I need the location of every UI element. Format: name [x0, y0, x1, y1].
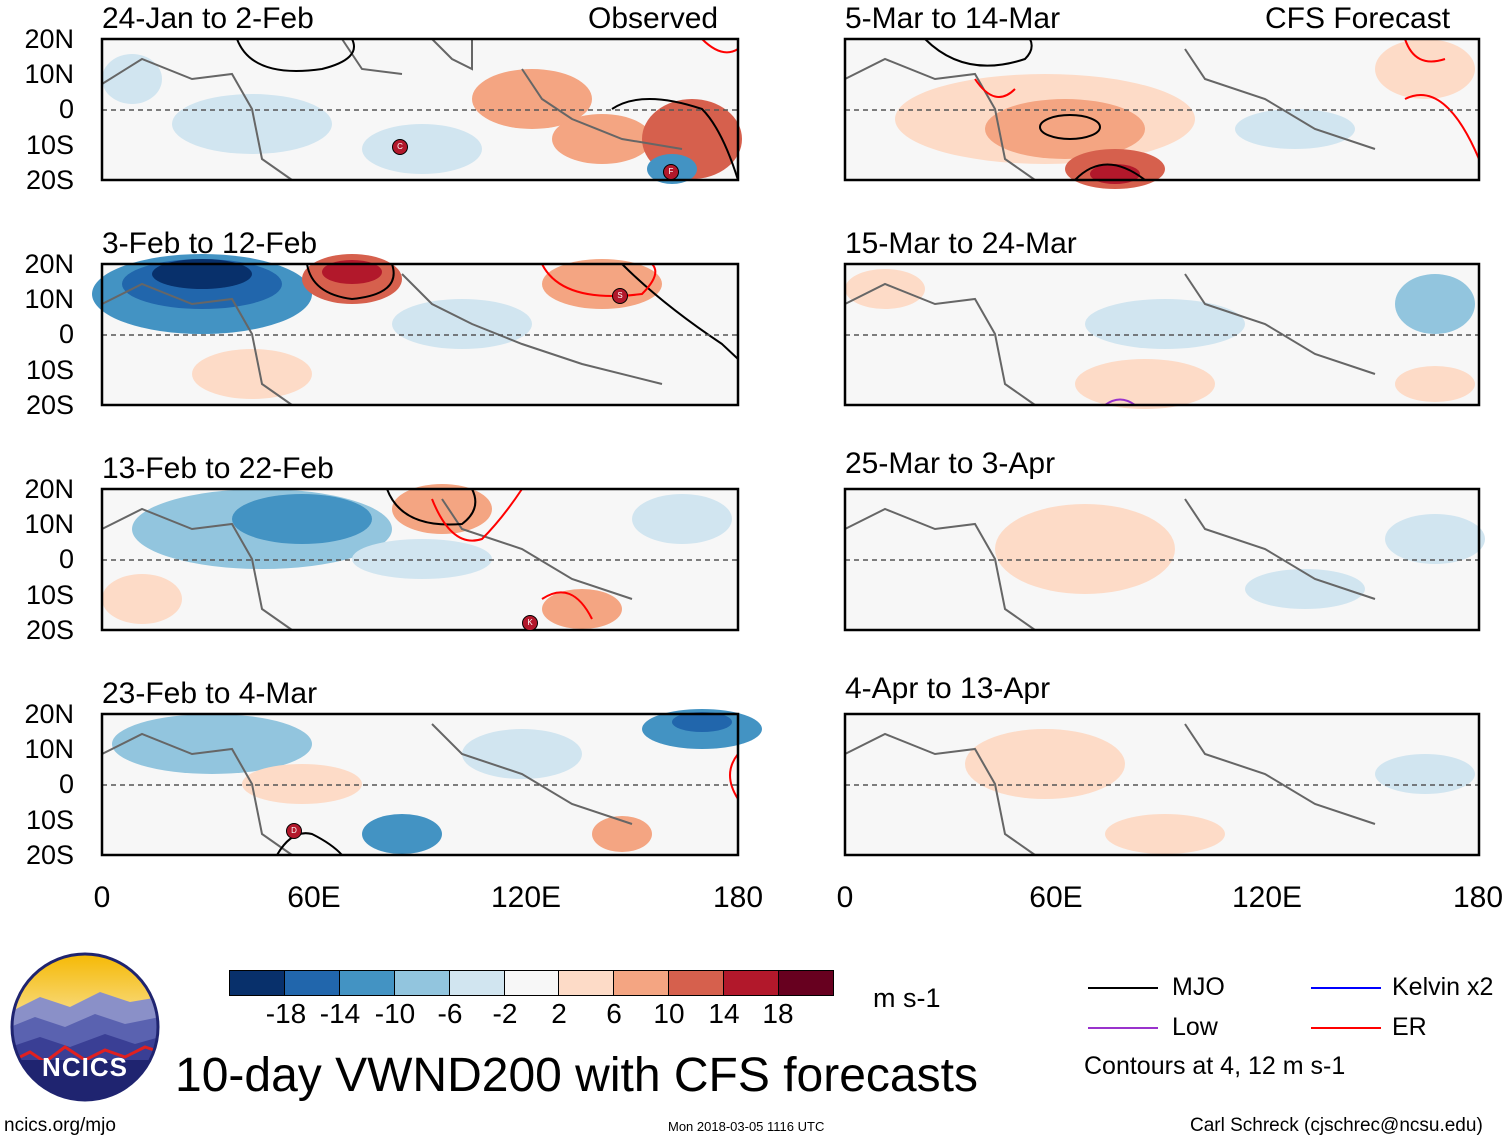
- lat-label: 0: [58, 769, 74, 799]
- logo-text: NCICS: [42, 1052, 128, 1082]
- main-title: 10-day VWND200 with CFS forecasts: [175, 1049, 978, 1102]
- colorbar-swatch: [614, 971, 670, 995]
- footer-url[interactable]: ncics.org/mjo: [4, 1115, 116, 1136]
- footer-timestamp: Mon 2018-03-05 1116 UTC: [668, 1119, 825, 1134]
- lat-label: 10S: [25, 355, 74, 385]
- lat-label: 10N: [24, 509, 74, 539]
- lat-label: 20S: [25, 840, 74, 870]
- colorbar-label: 14: [708, 998, 740, 1029]
- footer-author: Carl Schreck (cjschrec@ncsu.edu): [1190, 1115, 1483, 1136]
- lat-label: 10N: [24, 59, 74, 89]
- map-panel-8: [843, 712, 1481, 857]
- colorbar-label: 2: [551, 998, 567, 1029]
- lat-label: 20N: [24, 474, 74, 504]
- lon-label: 180: [1452, 881, 1504, 914]
- legend-label-er: ER: [1392, 1013, 1427, 1041]
- colorbar-swatch: [504, 971, 560, 995]
- panel-tag-observed: Observed: [588, 2, 719, 35]
- colorbar-swatch: [559, 971, 615, 995]
- lat-label: 10S: [25, 805, 74, 835]
- panel-title: 13-Feb to 22-Feb: [102, 452, 334, 485]
- lon-label: 120E: [1231, 881, 1303, 914]
- panel-tag-forecast: CFS Forecast: [1265, 2, 1451, 35]
- colorbar-swatch: [669, 971, 725, 995]
- map-panel-6: [843, 262, 1481, 409]
- legend-line-low: [1088, 1027, 1158, 1029]
- lat-label: 10N: [24, 734, 74, 764]
- colorbar-label: -6: [437, 998, 463, 1029]
- lat-label: 20S: [25, 165, 74, 195]
- colorbar-label: 18: [762, 998, 794, 1029]
- map-panel-7: [843, 487, 1485, 632]
- storm-marker-f: F: [663, 164, 679, 180]
- colorbar-swatch: [394, 971, 450, 995]
- colorbar-units: m s-1: [873, 983, 941, 1013]
- map-panel-4: [100, 709, 762, 857]
- lat-label: 20S: [25, 390, 74, 420]
- panel-title: 24-Jan to 2-Feb: [102, 2, 314, 35]
- legend-line-er: [1311, 1027, 1381, 1029]
- colorbar-swatch: [724, 971, 780, 995]
- lat-label: 0: [58, 544, 74, 574]
- lon-label: 60E: [287, 881, 341, 914]
- colorbar-label: -14: [319, 998, 361, 1029]
- legend-label-kelvin: Kelvin x2: [1392, 973, 1494, 1001]
- panel-title: 15-Mar to 24-Mar: [845, 227, 1077, 260]
- lat-label: 0: [58, 94, 74, 124]
- colorbar-label: 6: [606, 998, 622, 1029]
- colorbar: [229, 970, 834, 996]
- panel-title: 25-Mar to 3-Apr: [845, 447, 1056, 480]
- lat-label: 20N: [24, 249, 74, 279]
- panel-title: 4-Apr to 13-Apr: [845, 672, 1051, 705]
- lat-label: 10S: [25, 580, 74, 610]
- legend-note: Contours at 4, 12 m s-1: [1084, 1052, 1346, 1080]
- lon-label: 0: [836, 881, 854, 914]
- map-panel-2: [92, 254, 740, 407]
- lat-label: 10S: [25, 130, 74, 160]
- lat-label: 0: [58, 319, 74, 349]
- legend-line-mjo: [1088, 987, 1158, 989]
- colorbar-label: -2: [492, 998, 518, 1029]
- lon-label: 180: [712, 881, 764, 914]
- colorbar-swatch: [284, 971, 340, 995]
- legend-label-low: Low: [1172, 1013, 1218, 1041]
- storm-marker-s: S: [612, 288, 628, 304]
- legend-label-mjo: MJO: [1172, 973, 1225, 1001]
- storm-marker-d: D: [286, 823, 302, 839]
- lon-label: 120E: [490, 881, 562, 914]
- panel-title: 3-Feb to 12-Feb: [102, 227, 318, 260]
- ncics-logo: [10, 952, 160, 1102]
- map-panel-3: [100, 484, 740, 632]
- colorbar-swatch: [230, 971, 285, 995]
- colorbar-swatch: [449, 971, 505, 995]
- panel-title: 23-Feb to 4-Mar: [102, 677, 318, 710]
- lon-label: 0: [93, 881, 111, 914]
- storm-marker-k: K: [522, 615, 538, 631]
- lat-label: 20S: [25, 615, 74, 645]
- storm-marker-c: C: [392, 139, 408, 155]
- colorbar-label: 10: [653, 998, 685, 1029]
- colorbar-swatch: [779, 971, 833, 995]
- colorbar-swatch: [339, 971, 395, 995]
- lon-label: 60E: [1029, 881, 1083, 914]
- colorbar-label: -10: [374, 998, 416, 1029]
- lat-label: 20N: [24, 24, 74, 54]
- lat-label: 10N: [24, 284, 74, 314]
- map-panel-5: [843, 37, 1481, 189]
- legend-line-kelvin: [1311, 987, 1381, 989]
- map-panel-1: [100, 37, 742, 184]
- lat-label: 20N: [24, 699, 74, 729]
- colorbar-label: -18: [265, 998, 307, 1029]
- panel-title: 5-Mar to 14-Mar: [845, 2, 1061, 35]
